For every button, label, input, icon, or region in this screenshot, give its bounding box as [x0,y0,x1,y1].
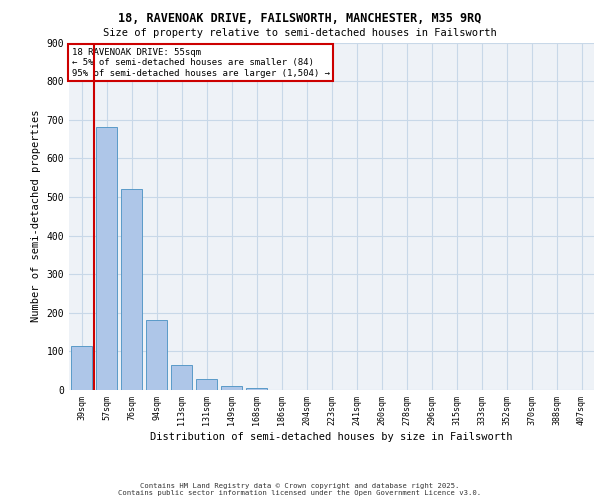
Text: 18, RAVENOAK DRIVE, FAILSWORTH, MANCHESTER, M35 9RQ: 18, RAVENOAK DRIVE, FAILSWORTH, MANCHEST… [118,12,482,26]
Bar [121,189,142,390]
Bar [246,388,267,390]
Bar [96,127,117,390]
Bar [196,379,217,390]
Bar [221,386,242,390]
Text: Size of property relative to semi-detached houses in Failsworth: Size of property relative to semi-detach… [103,28,497,38]
Text: 18 RAVENOAK DRIVE: 55sqm
← 5% of semi-detached houses are smaller (84)
95% of se: 18 RAVENOAK DRIVE: 55sqm ← 5% of semi-de… [71,48,329,78]
X-axis label: Distribution of semi-detached houses by size in Failsworth: Distribution of semi-detached houses by … [150,432,513,442]
Y-axis label: Number of semi-detached properties: Number of semi-detached properties [31,110,41,322]
Bar [71,346,92,390]
Bar [146,320,167,390]
Bar [171,365,192,390]
Text: Contains HM Land Registry data © Crown copyright and database right 2025.
Contai: Contains HM Land Registry data © Crown c… [118,483,482,496]
